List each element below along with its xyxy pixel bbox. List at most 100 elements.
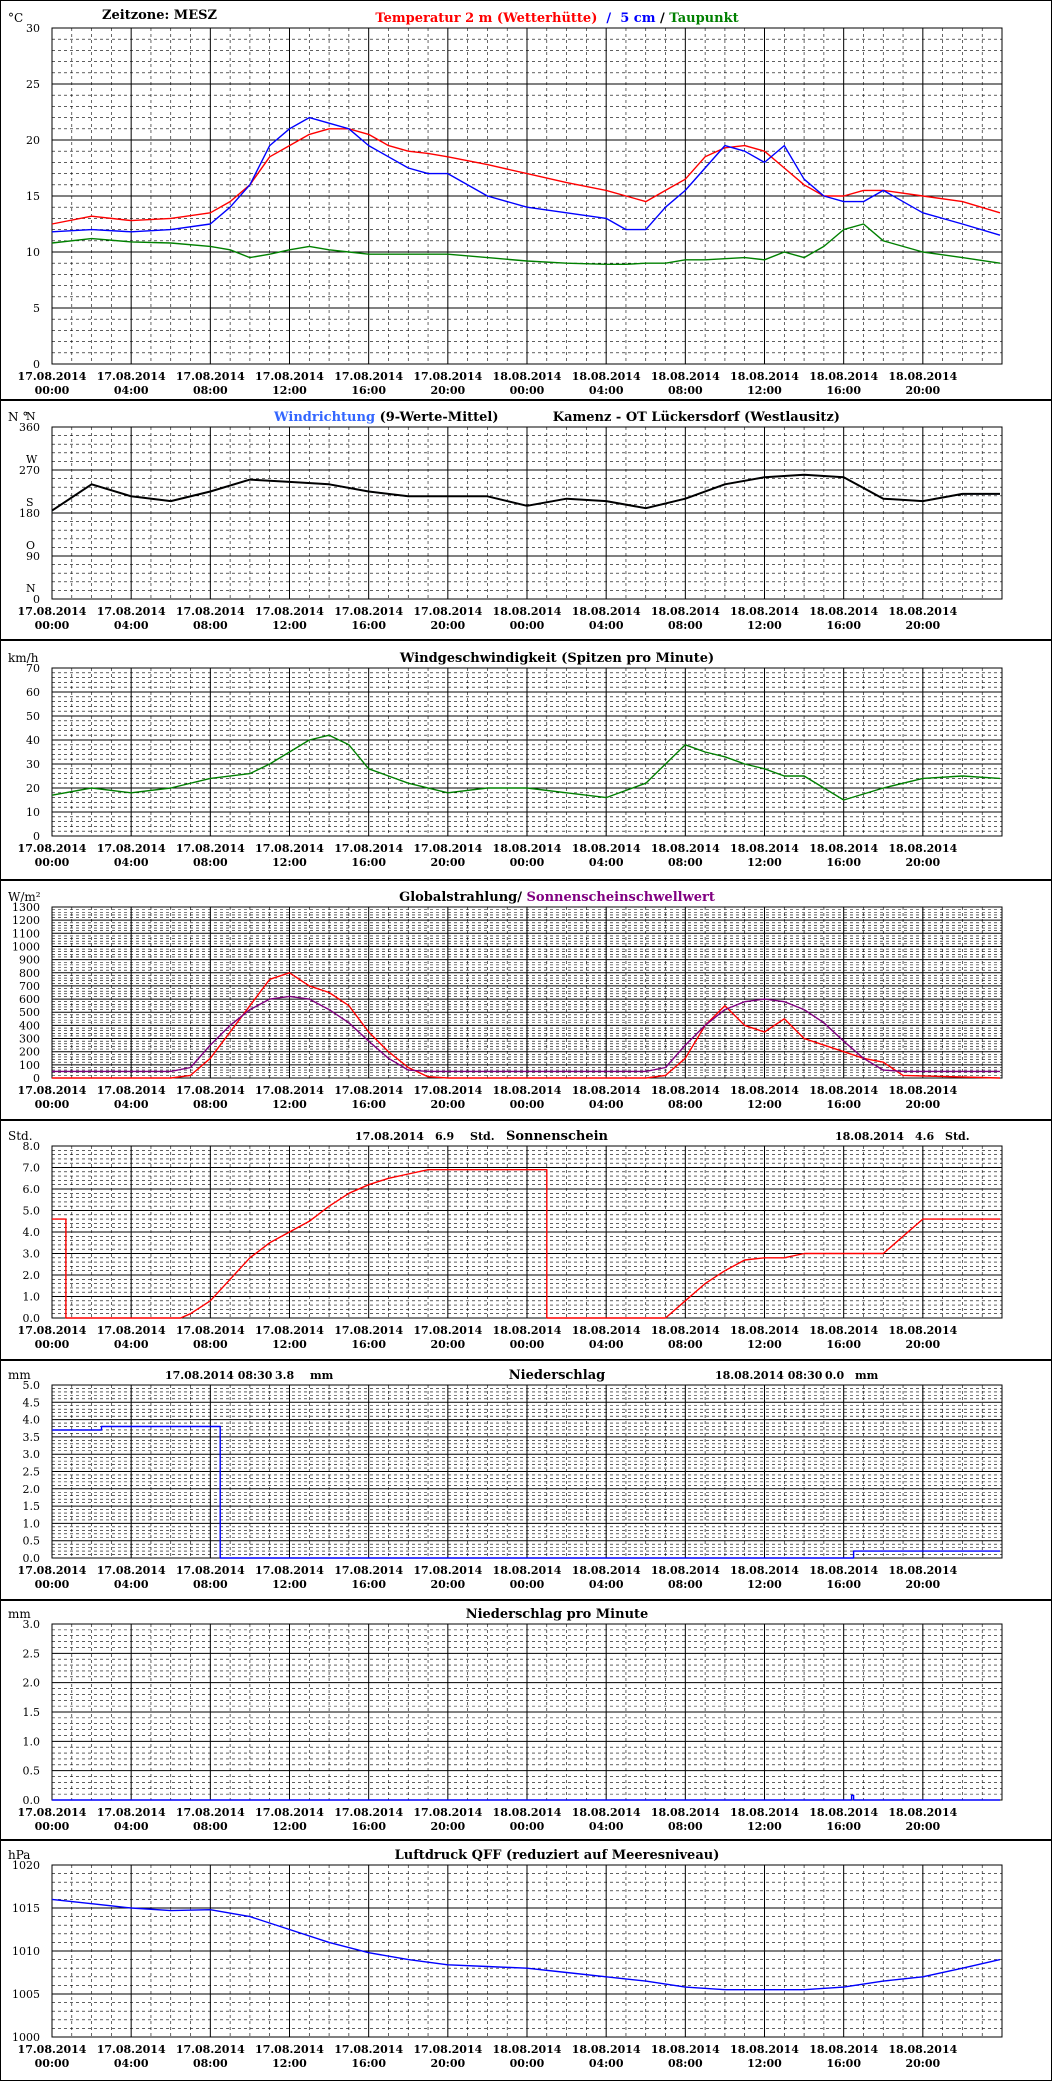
x-tick-date: 17.08.2014 xyxy=(97,1324,166,1337)
x-tick-time: 08:00 xyxy=(668,1338,703,1351)
x-tick-time: 20:00 xyxy=(430,1578,465,1591)
x-tick-date: 18.08.2014 xyxy=(493,605,562,618)
x-tick-date: 17.08.2014 xyxy=(255,605,324,618)
y-tick-label: 0 xyxy=(33,358,40,371)
x-tick-time: 12:00 xyxy=(272,1578,307,1591)
x-tick-date: 17.08.2014 xyxy=(18,1806,87,1819)
timezone-label: Zeitzone: MESZ xyxy=(102,8,217,23)
y-tick-label: 10 xyxy=(26,806,40,819)
title-part: / xyxy=(655,11,669,26)
title-part: Niederschlag pro Minute xyxy=(466,1607,649,1622)
panel-frame xyxy=(0,1840,1052,2081)
x-tick-date: 17.08.2014 xyxy=(97,1564,166,1577)
x-tick-date: 17.08.2014 xyxy=(255,1324,324,1337)
x-tick-date: 18.08.2014 xyxy=(730,1084,799,1097)
y-tick-label: 600 xyxy=(19,993,40,1006)
y-tick-label: 5.0 xyxy=(23,1205,41,1218)
y-tick-label: 50 xyxy=(26,710,40,723)
x-tick-date: 18.08.2014 xyxy=(809,370,878,383)
x-tick-date: 18.08.2014 xyxy=(888,1806,957,1819)
x-tick-time: 04:00 xyxy=(589,856,624,869)
x-tick-time: 12:00 xyxy=(747,619,782,632)
compass-label: N xyxy=(26,410,36,423)
series-line-sonnenschein xyxy=(52,1168,1000,1319)
plot-area xyxy=(51,426,1003,600)
x-tick-time: 12:00 xyxy=(747,1820,782,1833)
x-tick-time: 04:00 xyxy=(589,1578,624,1591)
y-unit-label: mm xyxy=(8,1607,31,1621)
x-tick-time: 00:00 xyxy=(35,1098,70,1111)
x-tick-time: 08:00 xyxy=(193,856,228,869)
y-tick-label: 1.5 xyxy=(23,1500,41,1513)
panel-frame xyxy=(0,400,1052,640)
x-tick-time: 16:00 xyxy=(351,1820,386,1833)
y-tick-label: 300 xyxy=(19,1033,40,1046)
y-tick-label: 1100 xyxy=(12,927,40,940)
x-tick-date: 17.08.2014 xyxy=(97,2043,166,2056)
annotation-date: 17.08.2014 08:30 xyxy=(165,1369,273,1382)
title-part: Taupunkt xyxy=(669,11,738,26)
y-tick-label: 1300 xyxy=(12,901,40,914)
x-tick-time: 08:00 xyxy=(668,1578,703,1591)
x-tick-time: 16:00 xyxy=(351,619,386,632)
x-tick-time: 08:00 xyxy=(668,1098,703,1111)
x-tick-date: 17.08.2014 xyxy=(18,1564,87,1577)
x-tick-time: 16:00 xyxy=(826,1338,861,1351)
x-tick-time: 00:00 xyxy=(510,1098,545,1111)
y-tick-label: 1.0 xyxy=(23,1735,41,1748)
x-tick-date: 17.08.2014 xyxy=(176,1324,245,1337)
x-tick-date: 18.08.2014 xyxy=(888,1084,957,1097)
x-tick-date: 18.08.2014 xyxy=(730,1806,799,1819)
panel-title: Temperatur 2 m (Wetterhütte) / 5 cm / Ta… xyxy=(375,11,738,26)
x-tick-time: 00:00 xyxy=(510,1820,545,1833)
y-tick-label: 10 xyxy=(26,246,40,259)
x-tick-date: 17.08.2014 xyxy=(97,842,166,855)
x-tick-time: 04:00 xyxy=(589,1820,624,1833)
x-tick-date: 17.08.2014 xyxy=(413,1084,482,1097)
x-tick-date: 17.08.2014 xyxy=(334,1084,403,1097)
x-tick-time: 08:00 xyxy=(668,1820,703,1833)
x-tick-time: 20:00 xyxy=(430,1098,465,1111)
x-tick-time: 12:00 xyxy=(272,1820,307,1833)
x-tick-time: 00:00 xyxy=(35,1338,70,1351)
x-tick-time: 16:00 xyxy=(826,2057,861,2070)
panel-title: Globalstrahlung/ Sonnenscheinschwellwert xyxy=(399,890,715,905)
y-tick-label: 60 xyxy=(26,686,40,699)
y-unit-label: hPa xyxy=(8,1848,30,1862)
x-tick-date: 17.08.2014 xyxy=(255,842,324,855)
y-unit-label: Std. xyxy=(8,1129,33,1143)
x-tick-time: 16:00 xyxy=(826,384,861,397)
x-tick-time: 08:00 xyxy=(193,1098,228,1111)
y-tick-label: 360 xyxy=(19,421,40,434)
title-part: 5 cm xyxy=(620,11,655,26)
title-part: Temperatur 2 m (Wetterhütte) xyxy=(375,11,597,26)
x-tick-date: 18.08.2014 xyxy=(809,1084,878,1097)
x-tick-time: 16:00 xyxy=(351,1578,386,1591)
y-tick-label: 100 xyxy=(19,1059,40,1072)
x-tick-time: 00:00 xyxy=(510,619,545,632)
x-tick-date: 18.08.2014 xyxy=(888,1564,957,1577)
x-tick-time: 08:00 xyxy=(193,384,228,397)
x-tick-time: 12:00 xyxy=(272,856,307,869)
x-tick-time: 04:00 xyxy=(589,1098,624,1111)
x-tick-date: 17.08.2014 xyxy=(18,2043,87,2056)
x-tick-time: 04:00 xyxy=(589,619,624,632)
x-tick-date: 18.08.2014 xyxy=(651,1564,720,1577)
x-tick-time: 04:00 xyxy=(114,1578,149,1591)
x-tick-time: 04:00 xyxy=(589,2057,624,2070)
x-tick-date: 17.08.2014 xyxy=(334,842,403,855)
title-part: Windgeschwindigkeit (Spitzen pro Minute) xyxy=(399,651,714,666)
y-tick-label: 20 xyxy=(26,782,40,795)
y-tick-label: 70 xyxy=(26,662,40,675)
y-tick-label: 2.5 xyxy=(23,1647,41,1660)
series-line-niederschlag-pro-minute xyxy=(52,1794,1000,1801)
plot-area xyxy=(51,27,1003,365)
y-tick-label: 270 xyxy=(19,464,40,477)
x-tick-date: 17.08.2014 xyxy=(176,1084,245,1097)
y-tick-label: 7.0 xyxy=(23,1162,41,1175)
x-tick-time: 16:00 xyxy=(351,856,386,869)
x-tick-time: 00:00 xyxy=(510,1578,545,1591)
x-tick-date: 17.08.2014 xyxy=(176,842,245,855)
